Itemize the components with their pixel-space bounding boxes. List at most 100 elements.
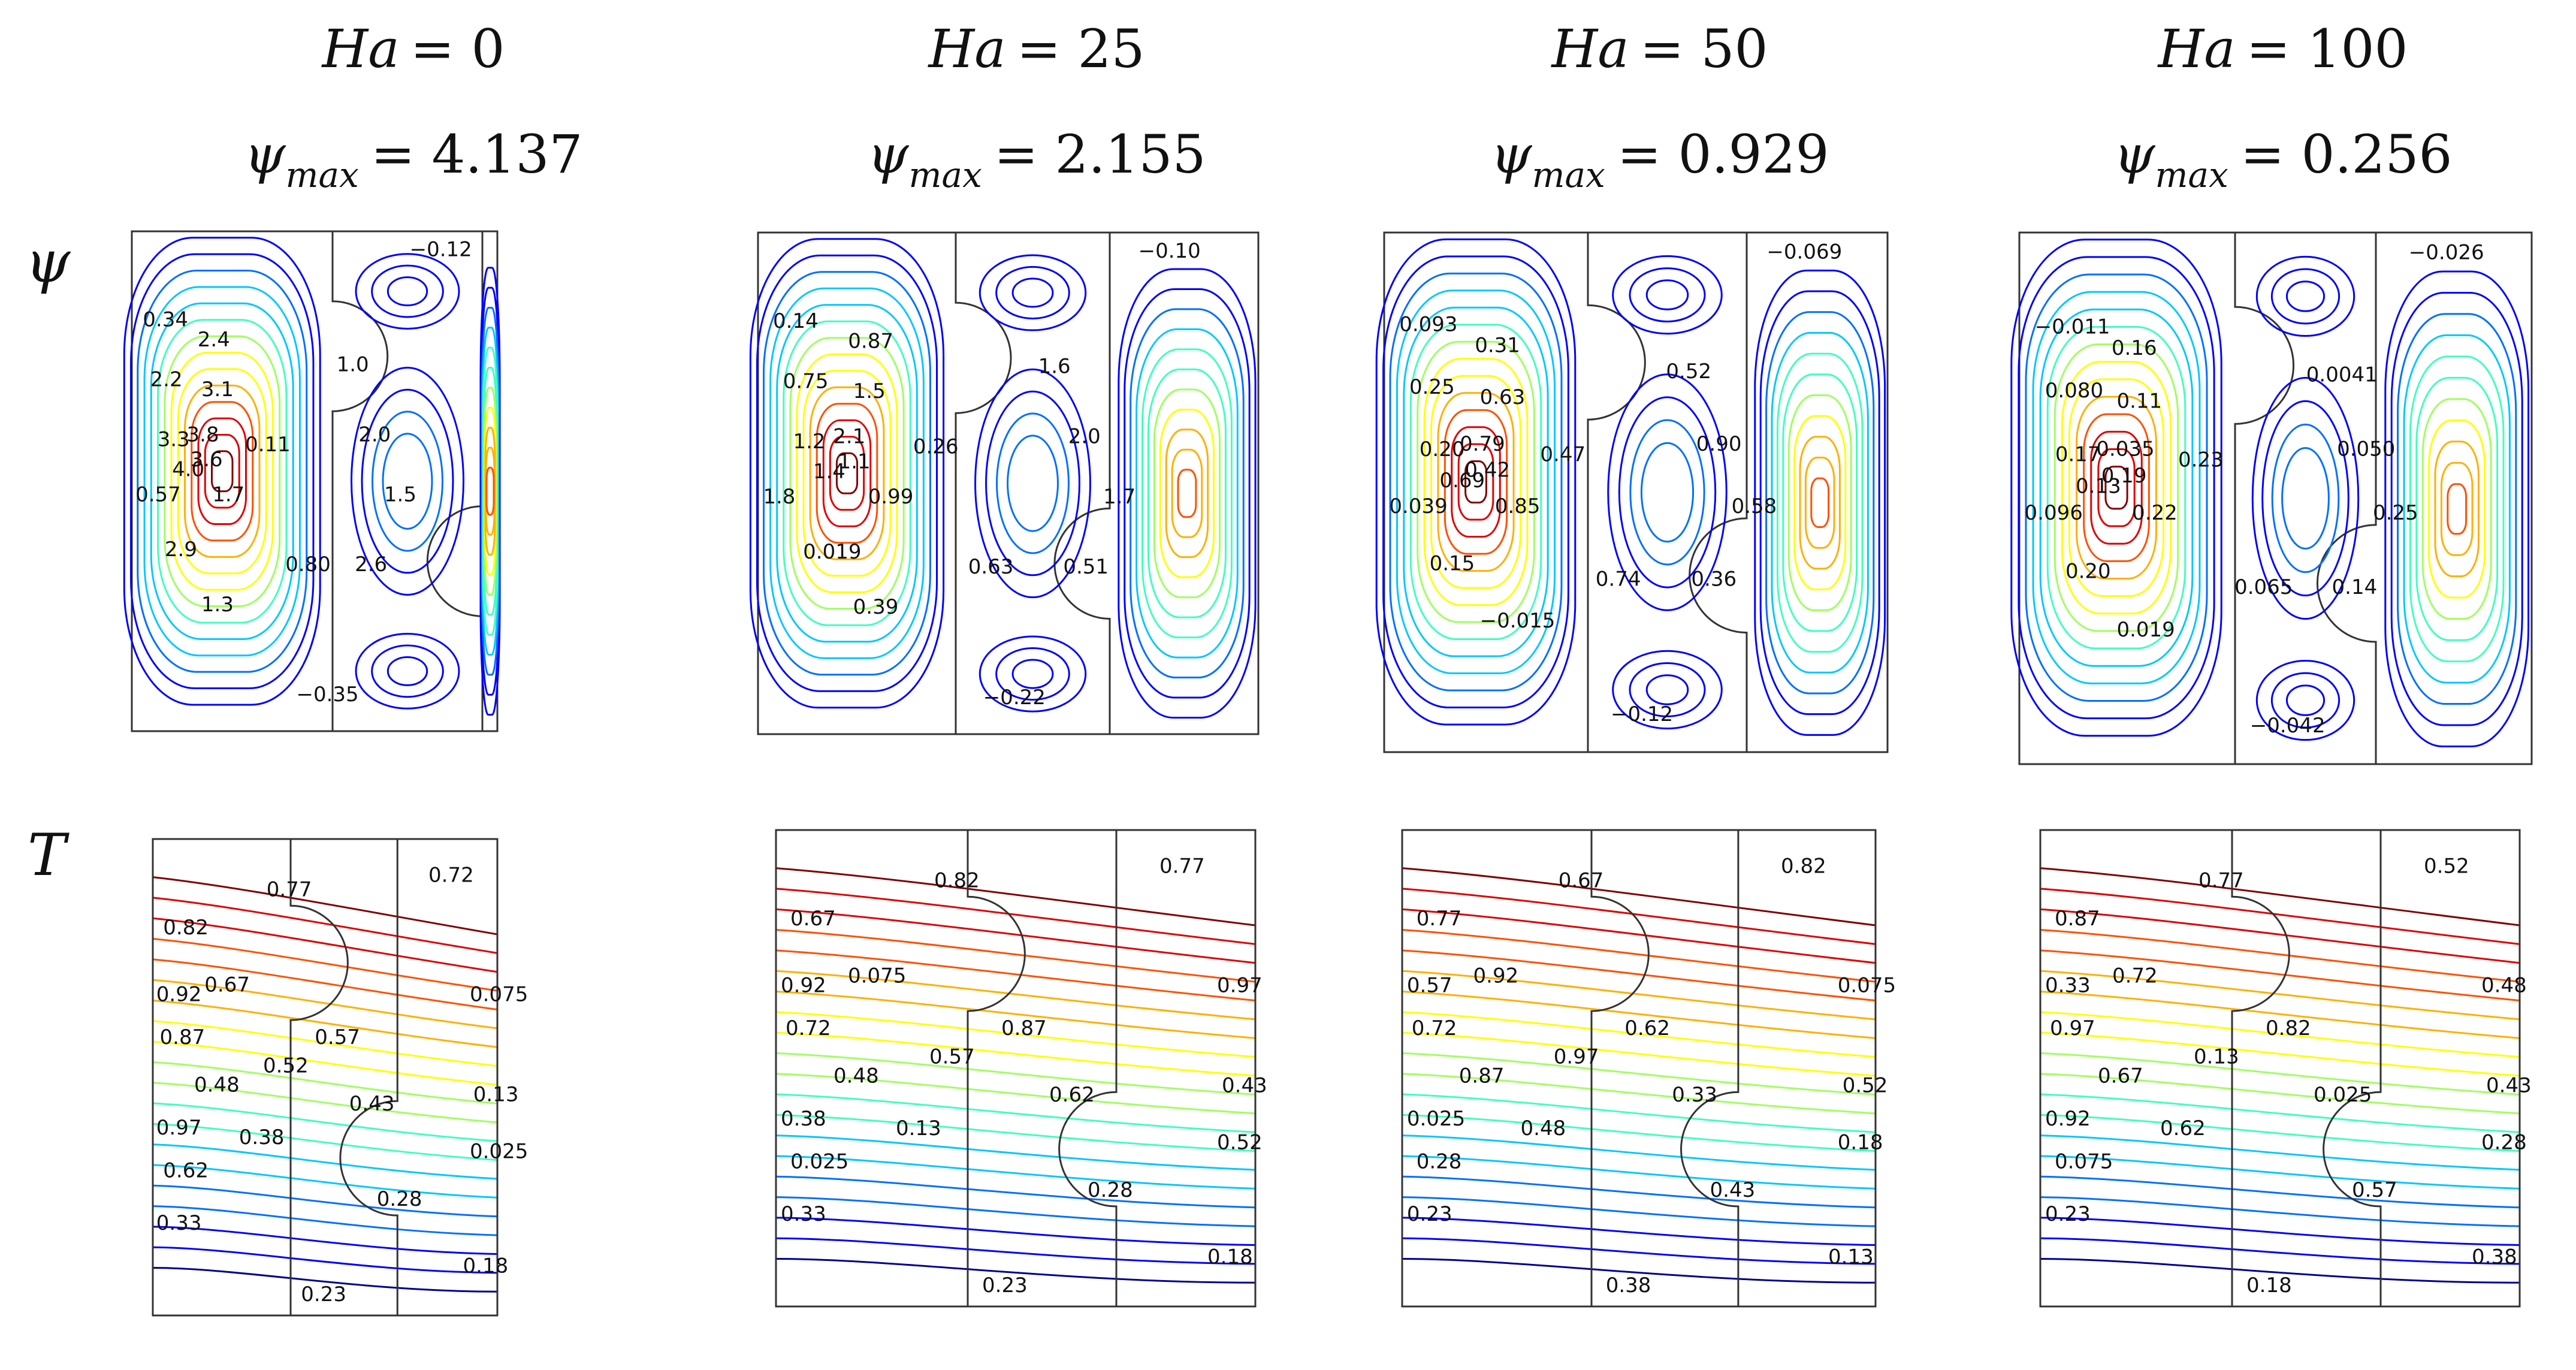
isotherm-line [775,1196,1256,1227]
temperature-contour-label: 0.48 [2481,973,2527,997]
streamline-middle-cell [2281,446,2330,550]
streamline-corner-cell [1011,659,1054,689]
streamline-left-vortex [143,286,301,657]
isotherm-line [1402,1237,1876,1265]
temperature-contour-label: 0.67 [790,907,836,931]
psi-contour-label: 0.19 [2101,464,2147,488]
streamline-right-vortex [1782,373,1858,632]
streamline-right-vortex [2434,440,2480,578]
isotherm-line [2040,1258,2520,1284]
psi-contour-label: 0.80 [285,553,331,577]
isotherm-line [775,949,1256,1002]
psi-contour-label: 0.57 [135,482,181,506]
psi-contour-label: 0.096 [2025,501,2083,525]
temperature-plot: 0.77 0.72 0.82 0.92 0.67 0.075 0.87 0.570.52 0.4… [152,838,528,1317]
psi-contour-label: 0.035 [2096,437,2154,461]
streamline-left-vortex [130,253,315,690]
psi-contour-label: 4.0 [172,458,204,482]
isotherm-line [775,1237,1256,1265]
streamline-left-vortex [2104,466,2128,510]
temperature-contour-label: 0.28 [377,1187,422,1211]
streamline-corner-cell [2255,659,2355,741]
temperature-contour-label: 0.38 [1606,1274,1651,1297]
psi-contour-label: 3.6 [191,448,223,472]
streamline-left-vortex [2018,256,2215,720]
psi-contour-label: 1.8 [763,485,795,509]
streamline-middle-cell [1640,442,1695,543]
streamline-left-vortex [829,436,865,511]
psi-contour-label: 1.7 [212,482,244,506]
isotherm-line [775,1155,1256,1190]
streamline-left-vortex [796,353,898,593]
streamline-right-vortex [2415,376,2499,641]
streamline-right-vortex [2397,313,2517,705]
temperature-contour-label: 0.72 [428,864,474,888]
temperature-contour-label: 0.075 [2055,1149,2113,1173]
temperature-contour-label: 0.48 [1521,1116,1566,1140]
psi-contour-label: 0.87 [848,330,893,354]
temperature-contour-label: 0.72 [2112,964,2158,988]
psi-contour-label: 0.16 [2112,336,2157,360]
isotherm-line [152,1061,498,1105]
streamline-corner-cell [979,254,1087,331]
psi-contour-label: 0.15 [1430,552,1475,576]
streamline-right-vortex [1787,394,1852,611]
temperature-contour-label: 0.57 [315,1025,360,1049]
psi-contour-label: 0.85 [1495,494,1541,518]
psi-contour-label: 0.90 [1696,432,1742,456]
temperature-contour-label: 0.23 [982,1274,1028,1297]
streamline-left-vortex [170,352,274,591]
streamline-left-vortex [150,302,294,640]
streamline-left-vortex [184,384,261,558]
isotherm-line [2040,1217,2520,1246]
streamline-middle-cell [1007,434,1059,532]
streamline-corner-cell [355,253,460,330]
streamline-left-vortex [2061,361,2172,615]
temperature-contour-label: 0.43 [349,1092,395,1116]
isotherm-line [2040,1093,2520,1133]
isotherm-line [152,1122,498,1161]
streamline-middle-cell [2251,376,2360,620]
streamline-left-vortex [137,269,308,673]
psi-contour-label: 0.74 [1596,568,1641,592]
temperature-contour-label: 0.075 [1838,973,1896,997]
isotherm-line [2040,1052,2520,1096]
psi-contour-label: 0.47 [1540,442,1586,466]
temperature-contour-label: 0.62 [2160,1116,2206,1140]
isotherm-line [775,929,1256,983]
psi-contour-label: 0.17 [2055,442,2101,466]
streamline-corner-cell [1612,650,1723,730]
isotherm-line [2040,867,2520,927]
isotherm-line [775,888,1256,945]
hartmann-title: Ha = 50 [1551,18,1768,80]
temperature-contour-label: 0.82 [2266,1016,2311,1040]
streamline-corner-cell [995,647,1070,701]
streamline-corner-cell [2285,684,2326,716]
streamline-corner-cell [2270,268,2341,325]
temperature-contour-label: 0.87 [160,1025,206,1049]
psi-contour-label: 0.050 [2337,437,2395,461]
psi-contour-label: 0.25 [1409,375,1455,399]
temperature-contour-label: 0.43 [1222,1073,1267,1097]
isotherm-line [1402,970,1876,1021]
streamline-left-vortex [2046,325,2187,650]
streamline-middle-cell [1607,373,1728,611]
temperature-contour-label: 0.57 [929,1045,975,1069]
psi-contour-label: 0.25 [2373,501,2418,525]
streamline-corner-cell [995,265,1070,320]
temperature-frame [1401,829,1877,1308]
temperature-contour-label: 0.28 [1088,1178,1133,1202]
temperature-contour-label: 0.82 [1781,855,1826,879]
psi-contour-label: 0.99 [868,485,914,509]
ha-value: = 0 [410,18,505,80]
psi-contour-label: −0.011 [2035,315,2110,339]
streamline-left-vortex [191,401,254,542]
temperature-contour-label: 0.52 [263,1054,309,1078]
temperature-contour-label: 0.87 [2055,907,2100,931]
streamline-right-vortex [1147,368,1227,618]
panel-ha-2: Ha = 50 ψmax = 0.929 −0.069 0.093 0.31 0.25 0.63… [1375,18,1896,1308]
isotherm-line [152,999,498,1048]
streamline-left-vortex [789,337,905,610]
streamline-corner-cell [2285,280,2326,312]
